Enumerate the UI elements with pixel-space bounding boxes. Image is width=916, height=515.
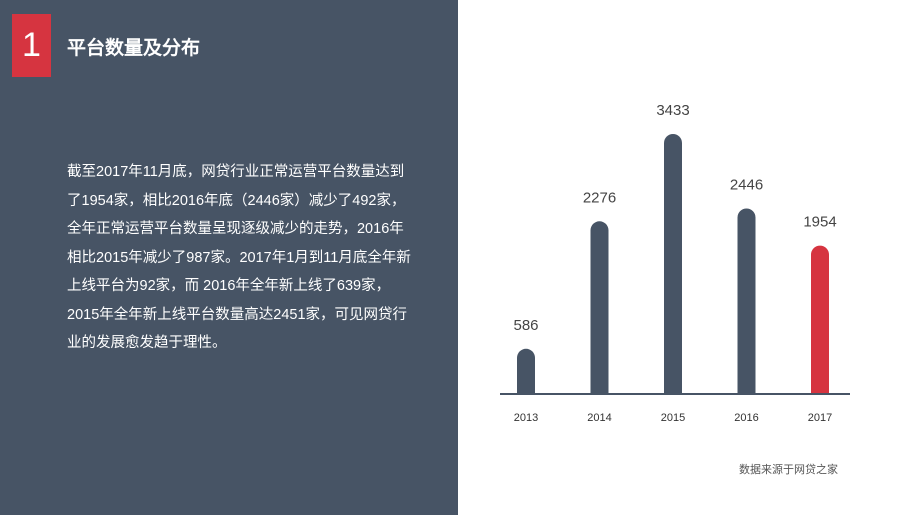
- bar-2016: [737, 208, 756, 393]
- bar-2013: [517, 348, 535, 393]
- data-label: 586: [513, 317, 538, 334]
- bar-2015: [664, 134, 682, 393]
- body-text: 截至2017年11月底，网贷行业正常运营平台数量达到了1954家，相比2016年…: [67, 164, 411, 351]
- bar-2014: [590, 221, 609, 393]
- data-label: 1954: [803, 214, 836, 231]
- x-tick-label: 2014: [587, 412, 611, 424]
- data-label: 2446: [730, 176, 763, 193]
- source-note: 数据来源于网贷之家: [739, 464, 838, 476]
- x-tick-label: 2017: [808, 412, 832, 424]
- left-panel: 1 平台数量及分布 截至2017年11月底，网贷行业正常运营平台数量达到了195…: [0, 0, 458, 515]
- data-label: 3433: [656, 102, 689, 119]
- x-tick-label: 2016: [734, 412, 758, 424]
- bar-chart: 586 2013 2276 2014 3433 2015 2446 2016 1954 2017: [500, 102, 850, 424]
- data-label: 2276: [583, 189, 616, 206]
- x-tick-label: 2013: [514, 412, 538, 424]
- section-number: 1: [12, 14, 51, 77]
- section-title: 平台数量及分布: [67, 38, 201, 59]
- x-tick-label: 2015: [661, 412, 685, 424]
- bar-2017: [811, 245, 829, 393]
